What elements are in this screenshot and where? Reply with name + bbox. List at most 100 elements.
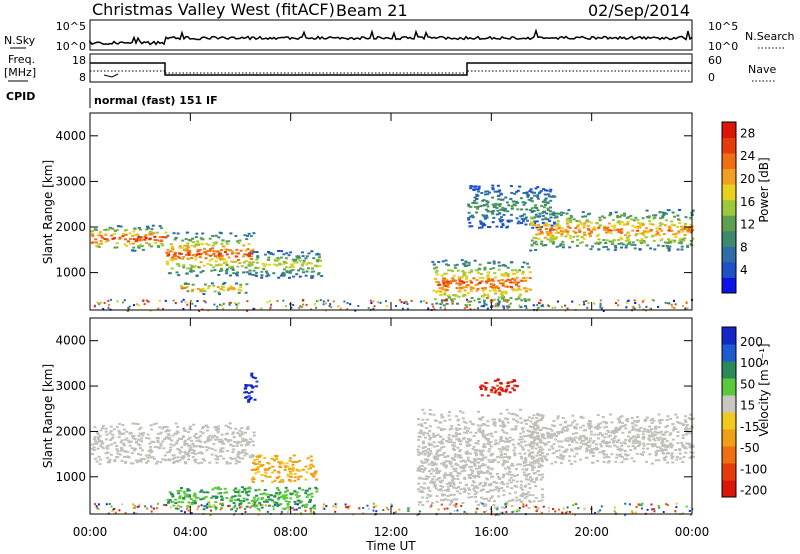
heatmap-cell (545, 193, 549, 196)
heatmap-cell (470, 185, 474, 188)
heatmap-cell (436, 472, 440, 474)
heatmap-cell (448, 503, 452, 506)
power-heatmap-cells (90, 184, 695, 312)
heatmap-cell (509, 481, 513, 484)
heatmap-cell (199, 446, 203, 449)
heatmap-cell (271, 465, 275, 468)
heatmap-cell (519, 408, 523, 411)
x-tick-label: 08:00 (273, 525, 308, 539)
heatmap-cell (180, 300, 183, 303)
heatmap-cell (617, 239, 621, 241)
heatmap-cell (450, 501, 453, 504)
heatmap-cell (616, 448, 620, 451)
heatmap-cell (297, 506, 301, 509)
heatmap-cell (491, 459, 495, 462)
heatmap-cell (138, 503, 141, 506)
heatmap-cell (432, 441, 436, 444)
heatmap-cell (467, 218, 471, 221)
heatmap-cell (439, 481, 443, 484)
heatmap-cell (636, 445, 640, 447)
heatmap-cell (248, 441, 252, 443)
heatmap-cell (234, 235, 238, 237)
heatmap-cell (210, 269, 214, 272)
heatmap-cell (610, 453, 614, 456)
heatmap-cell (447, 436, 451, 439)
heatmap-cell (562, 426, 566, 429)
heatmap-cell (245, 491, 249, 494)
heatmap-cell (563, 421, 567, 424)
heatmap-cell (462, 293, 466, 296)
heatmap-cell (560, 227, 564, 230)
heatmap-cell (123, 444, 126, 447)
nsky-tick-top: 10^5 (56, 20, 86, 33)
heatmap-cell (116, 456, 120, 459)
heatmap-cell (182, 298, 185, 301)
heatmap-cell (311, 474, 315, 477)
heatmap-cell (447, 264, 450, 267)
heatmap-cell (496, 287, 500, 289)
heatmap-cell (162, 308, 164, 311)
heatmap-cell (440, 274, 444, 277)
heatmap-cell (551, 236, 555, 239)
heatmap-cell (654, 454, 658, 457)
heatmap-cell (334, 503, 337, 506)
heatmap-cell (214, 501, 218, 504)
heatmap-cell (180, 285, 183, 288)
heatmap-cell (253, 459, 257, 462)
heatmap-cell (557, 431, 561, 433)
heatmap-cell (573, 503, 576, 506)
heatmap-cell (253, 505, 256, 508)
heatmap-cell (251, 273, 255, 276)
heatmap-cell (522, 460, 526, 463)
freq-tick-top: 18 (72, 54, 86, 67)
heatmap-cell (510, 487, 514, 490)
heatmap-cell (461, 467, 465, 470)
heatmap-cell (527, 473, 531, 476)
heatmap-cell (286, 503, 290, 506)
heatmap-cell (579, 441, 583, 444)
heatmap-cell (214, 507, 218, 510)
heatmap-cell (219, 232, 223, 235)
heatmap-cell (156, 446, 160, 449)
heatmap-cell (668, 227, 672, 230)
heatmap-cell (97, 436, 101, 439)
heatmap-cell (156, 507, 158, 510)
heatmap-cell (585, 244, 589, 247)
heatmap-cell (591, 451, 595, 454)
heatmap-cell (533, 220, 537, 223)
heatmap-cell (96, 437, 100, 440)
heatmap-cell (216, 455, 220, 458)
heatmap-cell (618, 447, 622, 450)
heatmap-cell (571, 432, 575, 435)
heatmap-cell (504, 453, 507, 456)
heatmap-cell (610, 243, 614, 246)
heatmap-cell (544, 197, 548, 200)
heatmap-cell (193, 253, 197, 256)
heatmap-cell (666, 424, 669, 427)
heatmap-cell (655, 452, 659, 455)
heatmap-cell (634, 302, 637, 304)
heatmap-cell (179, 450, 183, 453)
heatmap-cell (489, 489, 493, 492)
heatmap-cell (99, 240, 103, 242)
heatmap-cell (199, 440, 203, 443)
heatmap-cell (599, 302, 602, 305)
heatmap-cell (603, 229, 607, 231)
heatmap-cell (149, 245, 153, 248)
heatmap-cell (245, 260, 249, 263)
heatmap-cell (538, 441, 542, 444)
heatmap-cell (530, 216, 533, 219)
heatmap-cell (499, 386, 503, 389)
heatmap-cell (248, 398, 252, 400)
heatmap-cell (277, 258, 281, 261)
heatmap-cell (474, 475, 478, 477)
heatmap-cell (235, 282, 238, 285)
heatmap-cell (151, 224, 155, 227)
heatmap-cell (220, 504, 224, 507)
heatmap-cell (613, 506, 616, 509)
heatmap-cell (308, 493, 312, 496)
heatmap-cell (591, 461, 595, 464)
heatmap-cell (125, 244, 129, 247)
heatmap-cell (136, 233, 139, 236)
heatmap-cell (535, 443, 539, 446)
